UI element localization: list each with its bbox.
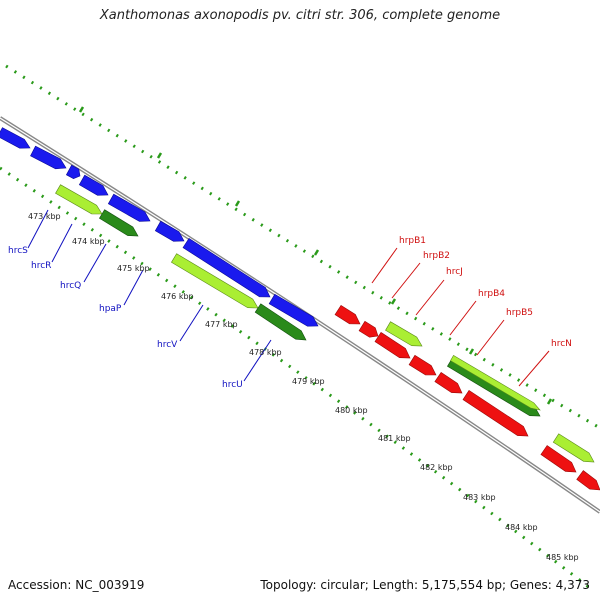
- gene-label-hrpb1: hrpB1: [399, 236, 426, 246]
- tick-dots-0: [5, 64, 600, 430]
- gene-arrow: [55, 184, 103, 215]
- callout-line: [51, 223, 73, 263]
- gene-arrow: [170, 253, 259, 309]
- gene-label-hrcq: hrcQ: [60, 281, 81, 291]
- outer-tick: [156, 152, 163, 159]
- callout-line: [415, 279, 445, 316]
- gene-arrow: [65, 164, 81, 180]
- gene-arrow: [408, 354, 437, 376]
- genome-summary: Topology: circular; Length: 5,175,554 bp…: [260, 578, 590, 592]
- gene-label-hrcv: hrcV: [157, 340, 178, 350]
- gene-arrow: [107, 193, 151, 222]
- callout-line: [243, 339, 272, 382]
- scale-label: 473 kbp: [28, 212, 61, 221]
- scale-label: 481 kbp: [378, 434, 411, 443]
- callout-line: [83, 243, 107, 283]
- gene-arrow: [434, 371, 463, 394]
- gene-arrow: [358, 320, 379, 338]
- callout-line: [518, 350, 550, 387]
- callout-line: [476, 319, 505, 356]
- gene-arrow: [552, 433, 595, 463]
- scale-label: 477 kbp: [205, 320, 238, 329]
- gene-arrow: [374, 331, 411, 359]
- gene-arrow: [98, 209, 139, 237]
- gene-label-hrcj: hrcJ: [446, 267, 463, 277]
- outer-tick: [390, 298, 397, 305]
- scale-label: 474 kbp: [72, 237, 105, 246]
- gene-label-hrcu: hrcU: [222, 380, 243, 390]
- gene-arrow: [78, 174, 109, 196]
- gene-arrow: [0, 127, 31, 149]
- accession-label: Accession: NC_003919: [8, 578, 145, 592]
- gene-arrow: [576, 470, 600, 491]
- gene-label-hrcs: hrcS: [8, 246, 28, 256]
- gene-arrow: [182, 237, 271, 298]
- scale-label: 483 kbp: [463, 493, 496, 502]
- kbp-scale: 473 kbp 474 kbp 475 kbp 476 kbp 477 kbp 478 k…: [28, 212, 579, 562]
- gene-arrow: [450, 354, 541, 411]
- gene-arrow: [462, 389, 529, 437]
- scale-label: 476 kbp: [161, 292, 194, 301]
- genome-title: Xanthomonas axonopodis pv. citri str. 30…: [99, 8, 501, 23]
- scale-label: 475 kbp: [117, 264, 150, 273]
- gene-label-hrpb4: hrpB4: [478, 289, 505, 299]
- gene-arrow: [30, 145, 67, 170]
- scale-label: 478 kbp: [249, 348, 282, 357]
- callout-line: [371, 247, 398, 284]
- gene-arrow: [254, 303, 307, 341]
- scale-label: 484 kbp: [505, 523, 538, 532]
- scale-label: 485 kbp: [546, 553, 579, 562]
- gene-label-hpap: hpaP: [99, 304, 122, 314]
- outer-tick: [234, 200, 241, 207]
- gene-label-hrpb2: hrpB2: [423, 251, 450, 261]
- callout-line: [391, 262, 421, 299]
- gene-label-hrcn: hrcN: [551, 339, 572, 349]
- gene-track: [0, 127, 600, 491]
- gene-arrow: [540, 445, 577, 473]
- gene-arrow: [154, 220, 185, 242]
- callout-line: [179, 304, 204, 342]
- scale-label: 482 kbp: [420, 463, 453, 472]
- callout-line: [27, 209, 49, 249]
- scale-label: 479 kbp: [292, 377, 325, 386]
- tick-track: [0, 64, 600, 590]
- gene-arrow: [334, 304, 361, 325]
- outer-tick: [78, 106, 85, 113]
- scale-label: 480 kbp: [335, 406, 368, 415]
- gene-arrow: [268, 293, 319, 327]
- callout-line: [449, 300, 477, 336]
- callout-line: [123, 269, 144, 306]
- gene-label-hrpb5: hrpB5: [506, 308, 533, 318]
- gene-arrow: [385, 321, 423, 347]
- outer-tick: [313, 249, 320, 256]
- outer-tick: [468, 348, 475, 355]
- gene-label-hrcr: hrcR: [31, 261, 51, 271]
- outer-tick: [546, 398, 553, 405]
